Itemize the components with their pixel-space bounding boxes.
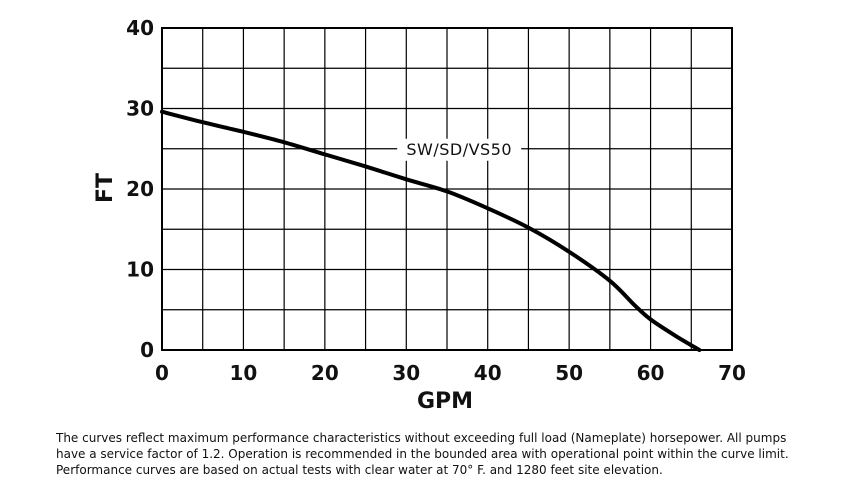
x-tick-labels: 0 10 20 30 40 50 60 70 (155, 361, 746, 385)
x-tick-label: 0 (155, 361, 169, 385)
performance-chart: 0 10 20 30 40 50 60 70 0 10 20 30 40 SW/SD/VS50 GPM… (93, 16, 746, 414)
y-tick-label: 0 (140, 338, 154, 362)
plot-frame (161, 27, 733, 351)
footnote: The curves reflect maximum performance c… (56, 430, 816, 478)
series-line-sw-sd-vs50 (160, 109, 702, 352)
y-tick-labels: 0 10 20 30 40 (126, 16, 154, 362)
footnote-line-2: have a service factor of 1.2. Operation … (56, 447, 789, 461)
x-tick-label: 30 (392, 361, 420, 385)
y-axis-title: FT (93, 173, 118, 203)
x-tick-label: 40 (474, 361, 502, 385)
y-tick-label: 40 (126, 16, 154, 40)
x-axis-title: GPM (417, 389, 473, 414)
x-tick-label: 10 (230, 361, 258, 385)
x-tick-label: 50 (555, 361, 583, 385)
x-tick-label: 20 (311, 361, 339, 385)
y-tick-label: 30 (126, 97, 154, 121)
x-tick-label: 70 (718, 361, 746, 385)
y-tick-label: 10 (126, 258, 154, 282)
footnote-line-3: Performance curves are based on actual t… (56, 463, 663, 477)
x-tick-label: 60 (637, 361, 665, 385)
y-tick-label: 20 (126, 177, 154, 201)
series-label-background (397, 138, 522, 161)
footnote-line-1: The curves reflect maximum performance c… (56, 431, 787, 445)
series-label: SW/SD/VS50 (406, 140, 512, 159)
grid (162, 28, 732, 350)
